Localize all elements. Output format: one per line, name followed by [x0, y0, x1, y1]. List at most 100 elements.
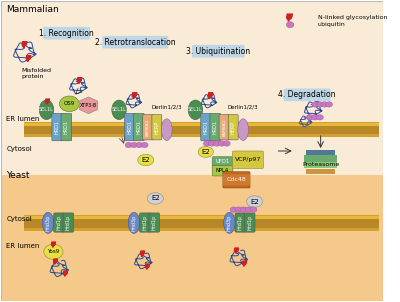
Text: HRD1: HRD1: [55, 120, 60, 134]
Ellipse shape: [138, 154, 154, 166]
Text: Hrd1p: Hrd1p: [142, 215, 148, 230]
Ellipse shape: [198, 146, 213, 157]
Text: SEL1L: SEL1L: [188, 107, 203, 112]
FancyBboxPatch shape: [223, 172, 250, 188]
Text: Cdc48: Cdc48: [227, 177, 246, 182]
Text: N-linked glycosylation: N-linked glycosylation: [318, 15, 387, 20]
Circle shape: [130, 142, 137, 148]
FancyBboxPatch shape: [228, 115, 238, 140]
FancyBboxPatch shape: [61, 114, 72, 141]
FancyBboxPatch shape: [52, 114, 62, 141]
Circle shape: [230, 207, 237, 212]
Text: FAM8A1: FAM8A1: [146, 119, 150, 136]
Text: 3. Ubiquitination: 3. Ubiquitination: [186, 47, 250, 56]
Text: HERP: HERP: [231, 121, 236, 134]
FancyBboxPatch shape: [54, 213, 64, 232]
Text: ER lumen: ER lumen: [6, 243, 40, 249]
Text: UFD1: UFD1: [216, 159, 230, 164]
Text: Cytosol: Cytosol: [6, 216, 32, 222]
Bar: [1, 1, 382, 175]
Circle shape: [141, 142, 148, 148]
Bar: [24, 216, 379, 219]
Circle shape: [321, 102, 328, 107]
Bar: [24, 218, 379, 227]
FancyBboxPatch shape: [284, 88, 330, 101]
Ellipse shape: [147, 193, 163, 204]
Circle shape: [213, 141, 220, 146]
Text: E2: E2: [250, 198, 259, 204]
Text: ER lumen: ER lumen: [6, 117, 40, 122]
Text: SEL1L: SEL1L: [112, 107, 126, 112]
FancyBboxPatch shape: [219, 115, 230, 140]
Bar: [24, 125, 379, 134]
FancyBboxPatch shape: [192, 45, 245, 57]
FancyBboxPatch shape: [235, 213, 246, 232]
Text: E2: E2: [142, 157, 150, 163]
Text: Hnd3p: Hnd3p: [227, 215, 232, 231]
FancyBboxPatch shape: [143, 115, 154, 140]
Text: Mammalian: Mammalian: [6, 5, 59, 14]
FancyBboxPatch shape: [134, 114, 144, 141]
FancyBboxPatch shape: [244, 213, 255, 232]
Circle shape: [218, 141, 225, 146]
Text: Hnd3p: Hnd3p: [46, 215, 50, 231]
Ellipse shape: [44, 244, 63, 259]
Text: SEL1L: SEL1L: [39, 107, 54, 112]
FancyBboxPatch shape: [149, 213, 160, 232]
Text: Derlin1/2/3: Derlin1/2/3: [152, 104, 182, 109]
Text: Cytosol: Cytosol: [6, 146, 32, 153]
Circle shape: [286, 22, 294, 28]
Text: Hnd3p: Hnd3p: [132, 215, 136, 231]
Ellipse shape: [238, 119, 248, 140]
Circle shape: [250, 207, 257, 212]
Circle shape: [245, 207, 252, 212]
Bar: [24, 122, 379, 137]
Polygon shape: [79, 97, 98, 114]
FancyBboxPatch shape: [201, 114, 212, 141]
Circle shape: [223, 141, 230, 146]
Circle shape: [316, 102, 323, 107]
Text: HRD1: HRD1: [127, 120, 132, 134]
Text: HRD1: HRD1: [213, 120, 218, 134]
Circle shape: [136, 142, 143, 148]
Ellipse shape: [42, 212, 54, 233]
Text: 4. Degradation: 4. Degradation: [278, 90, 336, 99]
Circle shape: [240, 207, 247, 212]
Text: Hrd1p: Hrd1p: [152, 215, 157, 230]
FancyBboxPatch shape: [212, 166, 233, 176]
Text: HRD1: HRD1: [64, 120, 69, 134]
Circle shape: [208, 141, 215, 146]
Bar: [306, 150, 335, 156]
FancyBboxPatch shape: [210, 114, 221, 141]
Text: Yos9: Yos9: [47, 249, 60, 254]
Circle shape: [306, 115, 313, 120]
Text: HRD1: HRD1: [204, 120, 209, 134]
Text: 2. Retrotranslocation: 2. Retrotranslocation: [95, 38, 176, 47]
Bar: [304, 162, 337, 168]
Text: Proteasome: Proteasome: [302, 162, 339, 167]
FancyBboxPatch shape: [232, 151, 263, 169]
FancyBboxPatch shape: [223, 174, 250, 185]
Ellipse shape: [188, 100, 203, 120]
Circle shape: [316, 115, 323, 120]
Circle shape: [326, 102, 332, 107]
Ellipse shape: [39, 100, 54, 120]
Text: Derlin1/2/3: Derlin1/2/3: [228, 104, 258, 109]
Text: ubiquitin: ubiquitin: [318, 22, 345, 27]
FancyBboxPatch shape: [43, 27, 90, 40]
FancyBboxPatch shape: [63, 213, 74, 232]
FancyBboxPatch shape: [152, 115, 162, 140]
Bar: [306, 169, 335, 174]
Bar: [24, 123, 379, 126]
Ellipse shape: [112, 100, 126, 120]
Ellipse shape: [224, 212, 235, 233]
Bar: [304, 155, 337, 162]
Ellipse shape: [162, 119, 172, 140]
Circle shape: [312, 102, 319, 107]
Text: XTP3-B: XTP3-B: [80, 103, 97, 108]
FancyBboxPatch shape: [124, 114, 135, 141]
Circle shape: [125, 142, 132, 148]
FancyBboxPatch shape: [140, 213, 150, 232]
Text: Yeast: Yeast: [6, 171, 30, 180]
Circle shape: [204, 141, 210, 146]
